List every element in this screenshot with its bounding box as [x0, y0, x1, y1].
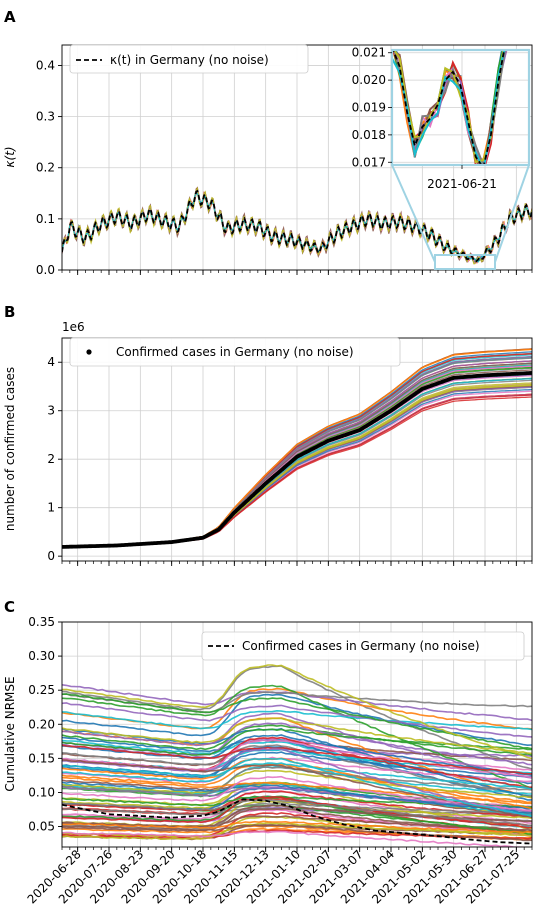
inset-kappa-line — [392, 50, 506, 165]
panel-c-nrmse-line — [62, 798, 532, 845]
confirmed-cases-point — [530, 371, 532, 375]
realization-line — [62, 822, 532, 838]
panel-c-ylabel: Cumulative NRMSE — [3, 676, 17, 791]
panel-b-ylabel: number of confirmed cases — [3, 367, 17, 531]
realization-line — [62, 820, 532, 834]
panel-a-legend-label: κ(t) in Germany (no noise) — [110, 53, 269, 67]
y-tick-label: 2 — [47, 452, 55, 466]
y-tick-label: 0 — [47, 549, 55, 563]
panel-b-confirmed-cases-dots — [62, 371, 532, 549]
y-tick-label: 0.10 — [28, 785, 55, 799]
panel-a-letter: A — [4, 8, 16, 26]
panel-a-yticks: 0.0 0.1 0.2 0.3 0.4 — [36, 58, 62, 277]
y-tick-label: 0.15 — [28, 751, 55, 765]
x-date-labels: 2020-06-282020-07-262020-08-232020-09-20… — [25, 847, 523, 906]
realization-line — [62, 709, 532, 731]
panel-a-kappa-line — [62, 189, 532, 263]
panel-c-legend-label: Confirmed cases in Germany (no noise) — [242, 639, 480, 653]
panel-a: A 0.0 0.1 0.2 0.3 0.4 κ(t) κ(t) in Germany (… — [3, 8, 533, 277]
realization-line — [62, 744, 532, 775]
realization-line — [62, 757, 532, 818]
realization-line — [62, 702, 532, 738]
panel-c-yticks: 0.05 0.10 0.15 0.20 0.25 0.30 0.35 — [28, 615, 62, 834]
y-tick-label: 1 — [47, 501, 55, 515]
inset-xtick: 2021-06-21 — [427, 177, 497, 191]
panel-a-xticks — [61, 270, 533, 275]
inset-y-tick-label: 0.020 — [352, 73, 386, 87]
panel-b-legend: Confirmed cases in Germany (no noise) — [69, 337, 401, 367]
realization-line — [62, 717, 532, 755]
realization-line — [62, 776, 532, 805]
inset-y-tick-label: 0.019 — [352, 101, 386, 115]
panel-b-offset-label: 1e6 — [62, 320, 85, 334]
y-tick-label: 0.25 — [28, 683, 55, 697]
realization-line — [62, 756, 532, 784]
panel-c-xticks — [61, 847, 533, 852]
y-tick-label: 0.30 — [28, 649, 55, 663]
y-tick-label: 0.3 — [36, 110, 55, 124]
panel-c-realizations — [62, 664, 532, 847]
panel-b-legend-label: Confirmed cases in Germany (no noise) — [116, 345, 354, 359]
inset-realization-line — [392, 50, 506, 165]
y-tick-label: 0.35 — [28, 615, 55, 629]
panel-a-inset: 0.017 0.018 0.019 0.020 0.021 2021-06-21 — [352, 46, 531, 270]
panel-a-legend: κ(t) in Germany (no noise) — [69, 44, 309, 74]
inset-y-tick-label: 0.017 — [352, 155, 386, 169]
realization-line — [62, 769, 532, 799]
realization-line — [62, 664, 532, 760]
inset-realization-line — [393, 50, 505, 164]
y-tick-label: 0.05 — [28, 820, 55, 834]
realization-line — [62, 824, 532, 842]
realization-line — [62, 712, 532, 779]
realization-line — [62, 798, 532, 827]
realization-line — [62, 802, 532, 816]
realization-line — [62, 665, 532, 770]
realization-line — [62, 693, 532, 747]
realization-line — [62, 781, 532, 814]
panel-b: B 1e6 0 1 2 3 4 number of confirmed cases Co… — [3, 303, 533, 566]
panel-b-xticks — [61, 561, 533, 566]
y-tick-label: 0.20 — [28, 717, 55, 731]
panel-c-legend: Confirmed cases in Germany (no noise) — [201, 631, 525, 661]
y-tick-label: 0.1 — [36, 212, 55, 226]
inset-yticks: 0.017 0.018 0.019 0.020 0.021 — [352, 46, 392, 169]
y-tick-label: 4 — [47, 355, 55, 369]
realization-line — [62, 830, 532, 847]
realization-line — [62, 762, 532, 790]
panel-b-yticks: 0 1 2 3 4 — [47, 355, 62, 563]
realization-line — [62, 748, 532, 819]
y-tick-label: 3 — [47, 404, 55, 418]
inset-y-tick-label: 0.018 — [352, 128, 386, 142]
y-tick-label: 0.0 — [36, 263, 55, 277]
panel-a-ylabel: κ(t) — [3, 146, 17, 167]
y-tick-label: 0.2 — [36, 161, 55, 175]
panel-c-letter: C — [4, 598, 15, 616]
realization-line — [62, 775, 532, 812]
panel-b-letter: B — [4, 303, 15, 321]
y-tick-label: 0.4 — [36, 58, 55, 72]
realization-line — [62, 763, 532, 804]
inset-y-tick-label: 0.021 — [352, 46, 386, 60]
realization-line — [62, 796, 532, 827]
panel-c: C 0.05 0.10 0.15 0.20 0.25 0.30 0.35 Cumulativ… — [3, 598, 533, 852]
